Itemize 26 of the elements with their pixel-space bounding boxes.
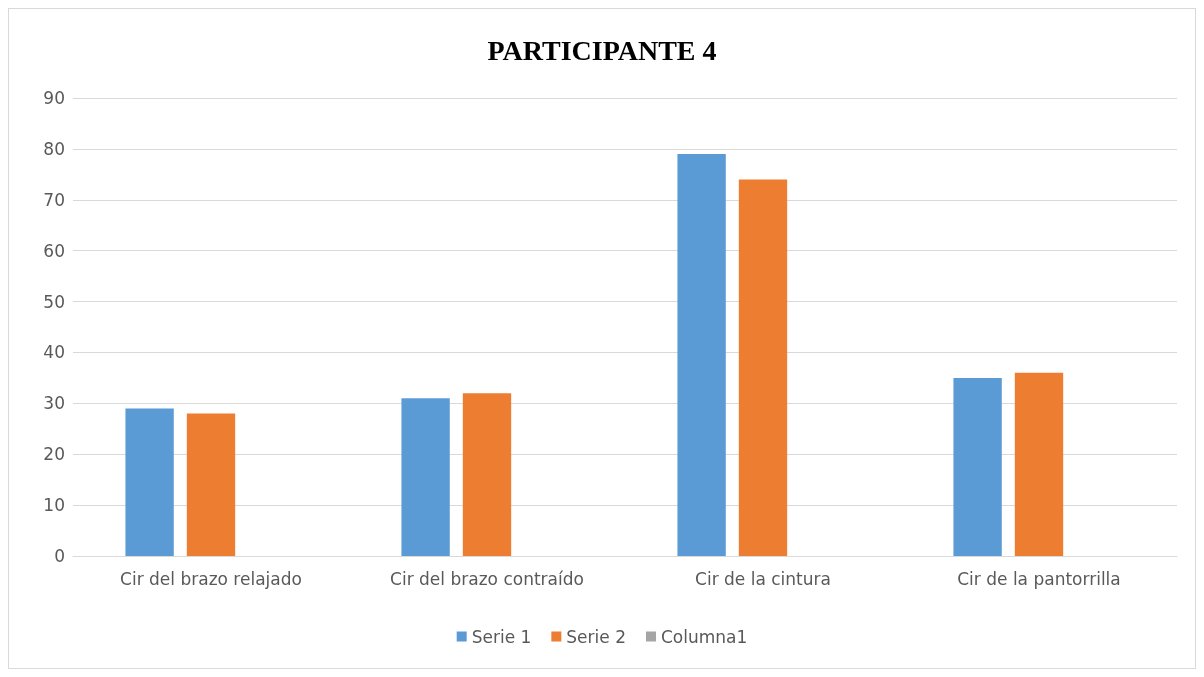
legend-label: Serie 1 [471, 626, 532, 647]
bar [186, 413, 236, 556]
bar [953, 377, 1002, 556]
legend-label: Columna1 [660, 626, 748, 647]
y-tick-label: 0 [54, 546, 65, 566]
y-tick-label: 30 [43, 393, 65, 414]
y-tick-label: 10 [43, 495, 65, 516]
x-tick-label: Cir de la cintura [695, 568, 831, 589]
x-tick-label: Cir de la pantorrilla [957, 568, 1121, 589]
bar [462, 393, 512, 556]
y-tick-label: 90 [43, 88, 65, 108]
bar [677, 153, 726, 556]
y-tick-label: 40 [43, 342, 65, 363]
bar [1014, 372, 1064, 556]
legend-label: Serie 2 [566, 626, 626, 647]
y-tick-label: 50 [43, 291, 65, 312]
chart-title: PARTICIPANTE 4 [487, 34, 717, 66]
y-tick-label: 60 [43, 240, 65, 261]
bar [401, 398, 450, 556]
y-tick-label: 70 [43, 189, 65, 210]
bar [125, 408, 174, 556]
bar [738, 179, 788, 556]
y-tick-label: 80 [43, 138, 65, 159]
x-tick-label: Cir del brazo contraído [390, 568, 584, 589]
x-tick-label: Cir del brazo relajado [120, 568, 302, 589]
y-tick-label: 20 [43, 444, 65, 465]
